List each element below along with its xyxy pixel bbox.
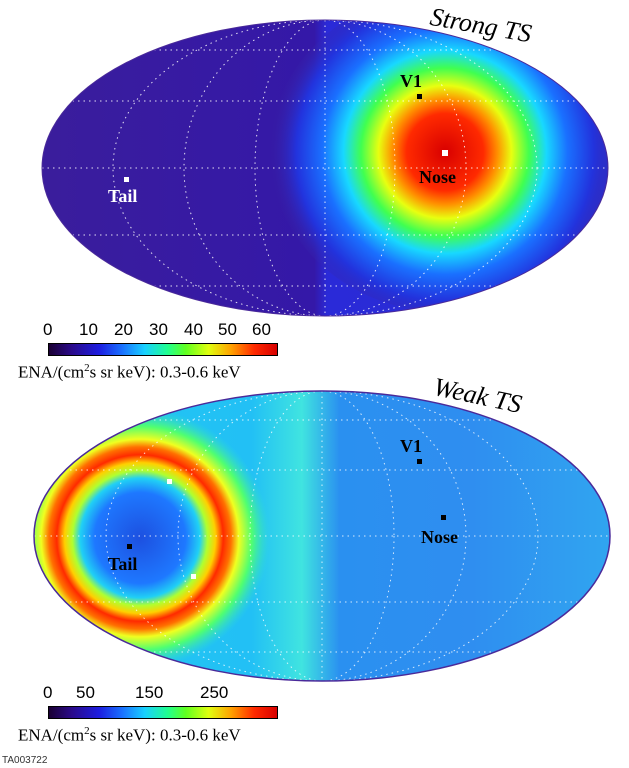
ring-marker	[191, 574, 196, 579]
tail-marker	[127, 544, 132, 549]
colorbar-tick: 30	[149, 320, 168, 339]
colorbar-tick: 150	[135, 683, 164, 702]
nose-label: Nose	[419, 167, 456, 187]
nose-label: Nose	[421, 527, 458, 547]
colorbar-tick: 40	[184, 320, 203, 339]
v1-marker	[417, 459, 422, 464]
colorbar-tick: 0	[43, 320, 53, 339]
colorbar-tick: 20	[114, 320, 133, 339]
colorbar-tick: 250	[200, 683, 229, 702]
ring-marker	[167, 479, 172, 484]
colorbar-tick: 0	[43, 683, 53, 702]
strong-ts-colorbar-label: ENA/(cm2s sr keV): 0.3-0.6 keV	[18, 362, 241, 382]
tail-label: Tail	[108, 186, 137, 206]
nose-marker	[442, 150, 448, 156]
strong-ts-map: V1 Nose Tail	[41, 19, 609, 317]
colorbar-tick: 10	[79, 320, 98, 339]
weak-ts-map: V1 Nose Tail	[33, 390, 611, 682]
tail-label: Tail	[108, 554, 137, 574]
colorbar-tick: 50	[76, 683, 95, 702]
strong-ts-colorbar	[48, 343, 278, 356]
v1-label: V1	[400, 71, 422, 91]
colorbar-tick: 50	[218, 320, 237, 339]
weak-ts-colorbar	[48, 706, 278, 719]
nose-marker	[441, 515, 446, 520]
weak-ts-colorbar-label: ENA/(cm2s sr keV): 0.3-0.6 keV	[18, 725, 241, 745]
colorbar-tick: 60	[252, 320, 271, 339]
tail-marker	[124, 177, 129, 182]
v1-marker	[417, 94, 422, 99]
v1-label: V1	[400, 436, 422, 456]
figure-id: TA003722	[2, 755, 48, 766]
